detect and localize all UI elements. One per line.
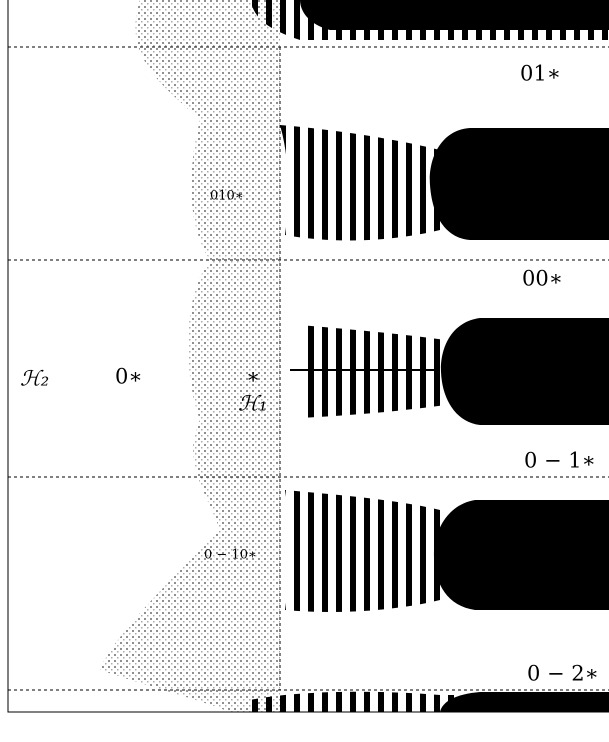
page: {"labels": { "top_right": "01∗", "upper_… [0,0,609,742]
lobe [441,318,609,425]
lobe [300,0,609,30]
label: ∗ [246,365,260,389]
body: 01∗ 010∗ 00∗ ℋ₂ 0∗ ∗ ℋ₁ 0 − 1∗ 0 − 10∗ 0… [0,0,609,742]
fan [285,490,440,612]
label: 00∗ [522,267,563,291]
label: ℋ₁ [238,392,267,416]
label: 01∗ [520,62,561,86]
lobe [430,128,609,240]
label: 0 − 10∗ [204,548,257,563]
fan [300,325,445,418]
label: 0 − 2∗ [527,662,599,686]
label: 0 − 1∗ [524,449,596,473]
lobe [434,500,609,610]
label: 010∗ [210,189,244,204]
figure: 01∗ 010∗ 00∗ ℋ₂ 0∗ ∗ ℋ₁ 0 − 1∗ 0 − 10∗ 0… [0,0,609,742]
label: ℋ₂ [20,367,49,391]
lobe [440,692,609,712]
label: 0∗ [115,365,143,389]
